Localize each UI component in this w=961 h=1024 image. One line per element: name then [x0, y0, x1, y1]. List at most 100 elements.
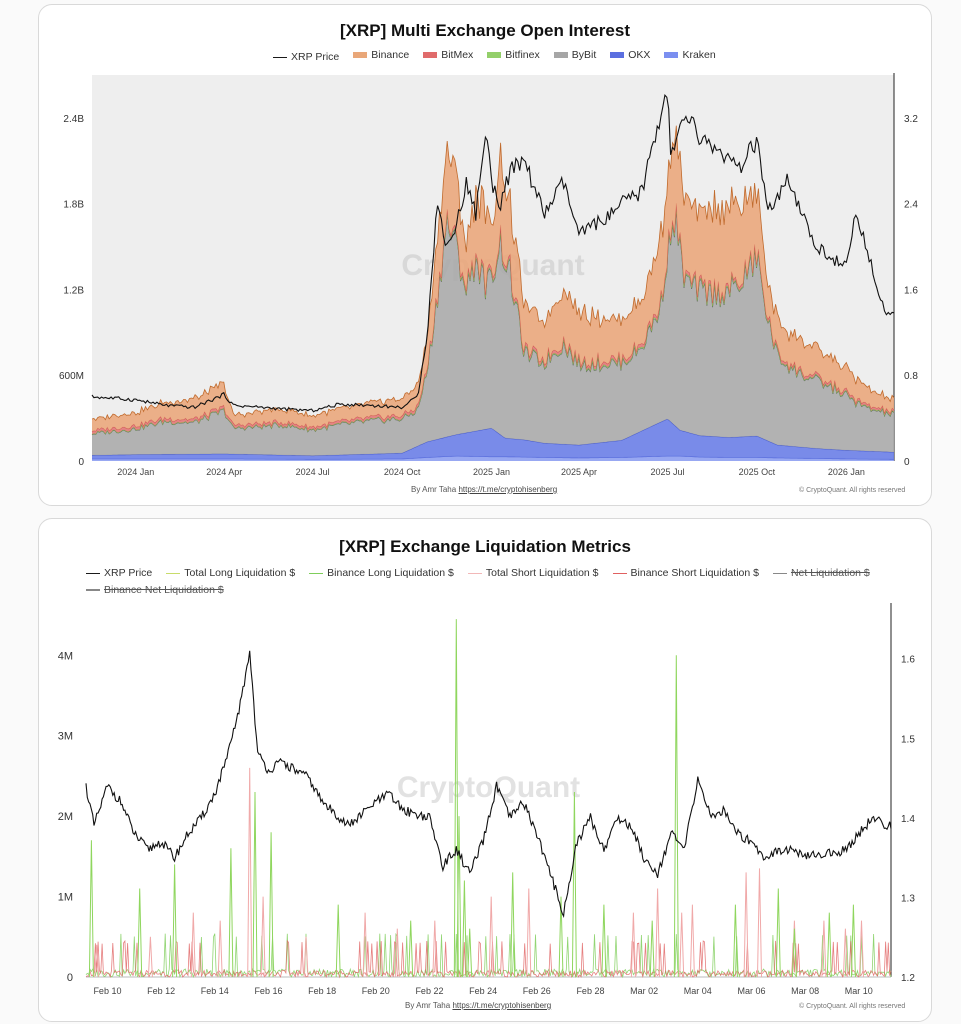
y-left-tick-label: 1.8B: [63, 200, 84, 211]
x-tick-label: 2025 Jan: [473, 467, 510, 477]
long-liquidation-spike: [673, 655, 679, 978]
chart-title: [XRP] Exchange Liquidation Metrics: [339, 537, 631, 556]
long-liquidation-spike: [510, 872, 516, 978]
x-tick-label: 2024 Jul: [296, 467, 330, 477]
legend-item[interactable]: OKX: [610, 49, 650, 61]
legend-item[interactable]: Net Liquidation $: [772, 566, 870, 581]
legend-label: Total Long Liquidation $: [184, 566, 296, 579]
credit-link[interactable]: https://t.me/cryptohisenberg: [458, 485, 558, 494]
y-right-tick-label: 1.3: [901, 893, 915, 904]
short-liquidation-spike: [842, 928, 848, 978]
y-right-tick-label: 2.4: [904, 200, 918, 211]
legend-item[interactable]: Binance: [353, 49, 409, 61]
open-interest-card: [XRP] Multi Exchange Open Interest XRP P…: [38, 4, 932, 506]
y-right-tick-label: 1.6: [901, 655, 915, 666]
x-tick-label: 2025 Apr: [561, 467, 597, 477]
short-liquidation-spike: [147, 936, 153, 978]
short-liquidation-spike: [689, 904, 695, 978]
short-liquidation-spike: [303, 936, 309, 978]
x-tick-label: Mar 04: [684, 986, 712, 996]
legend-swatch: [86, 589, 100, 591]
area-bybit: [92, 207, 894, 456]
legend-item[interactable]: XRP Price: [86, 566, 152, 581]
area-okx: [92, 419, 894, 460]
credit-link[interactable]: https://t.me/cryptohisenberg: [452, 1001, 552, 1010]
watermark: CryptoQuant: [397, 771, 580, 804]
short-liquidation-spike: [217, 920, 223, 978]
legend-item[interactable]: Kraken: [664, 49, 716, 61]
y-right-tick-label: 0.8: [904, 371, 918, 382]
short-liquidation-spike: [190, 912, 196, 978]
long-liquidation-spike: [850, 904, 856, 978]
legend-item[interactable]: Total Short Liquidation $: [467, 566, 599, 581]
y-left-tick-label: 1.2B: [63, 285, 84, 296]
x-tick-label: 2024 Oct: [384, 467, 421, 477]
short-liquidation-spike: [526, 888, 532, 978]
legend-label: Binance: [371, 49, 410, 61]
x-tick-label: Feb 20: [362, 986, 390, 996]
price-line: [91, 94, 895, 413]
long-liquidation-spike: [172, 864, 178, 978]
x-tick-label: Feb 26: [523, 986, 551, 996]
legend-swatch: [309, 572, 324, 574]
chart-legend: XRP Price Total Long Liquidation $ Binance…: [86, 564, 906, 598]
legend-item[interactable]: Binance Net Liquidation $: [86, 583, 224, 598]
credit-author: By Amr Taha: [411, 485, 457, 494]
long-liquidation-spike: [826, 912, 832, 978]
long-liquidation-spike: [335, 904, 341, 978]
credit-author: By Amr Taha: [405, 1001, 451, 1010]
legend-item[interactable]: XRP Price: [273, 51, 339, 63]
x-tick-label: 2025 Oct: [739, 467, 776, 477]
y-left-tick-label: 2.4B: [63, 114, 84, 125]
legend-item[interactable]: Binance Short Liquidation $: [612, 566, 759, 581]
legend-swatch: [353, 52, 368, 58]
short-liquidation-spike: [94, 944, 100, 978]
legend-label: Bitfinex: [505, 49, 540, 61]
short-liquidation-spike: [821, 920, 827, 978]
legend-item[interactable]: ByBit: [553, 49, 596, 61]
y-left-tick-label: 3M: [58, 731, 73, 743]
long-liquidation-spike: [601, 904, 607, 978]
legend-swatch: [487, 52, 502, 58]
long-liquidation-spike: [228, 848, 234, 978]
long-liquidation-spike: [453, 619, 459, 978]
y-left-tick-label: 0: [78, 457, 84, 468]
legend-swatch: [610, 52, 625, 58]
chart-credit: By Amr Taha https://t.me/cryptohisenberg: [411, 485, 557, 494]
y-right-tick-label: 1.6: [904, 285, 918, 296]
legend-swatch: [553, 52, 568, 58]
legend-item[interactable]: Bitfinex: [487, 49, 540, 61]
short-liquidation-spike: [432, 920, 438, 978]
x-tick-label: Feb 14: [201, 986, 229, 996]
area-binance: [92, 125, 894, 432]
long-liquidation-spike: [775, 888, 781, 978]
long-liquidation-spike: [88, 840, 94, 978]
x-tick-label: 2025 Jul: [650, 467, 684, 477]
short-liquidation-spike: [488, 896, 494, 978]
legend-label: OKX: [628, 49, 651, 61]
chart-legend: XRP Price Binance BitMex Bitfinex ByBit OKX Kr…: [273, 49, 730, 63]
y-left-tick-label: 0: [67, 972, 73, 984]
open-interest-chart: 0 600M 1.2B 1.8B 2.4B 0 0.8 1.6 2.4 3.2 2024 Jan 20…: [59, 73, 918, 477]
legend-swatch: [423, 52, 438, 58]
binance-long-liquidation-line: [85, 932, 892, 979]
legend-item[interactable]: Total Long Liquidation $: [166, 566, 295, 581]
x-tick-label: Feb 24: [469, 986, 497, 996]
long-liquidation-spike: [456, 816, 462, 978]
liquidation-chart: 0 1M 2M 3M 4M 1.2 1.3 1.4 1.5 1.6 Feb 10 Feb 12 Feb …: [58, 603, 915, 996]
legend-item[interactable]: Binance Long Liquidation $: [309, 566, 454, 581]
legend-swatch: [664, 52, 679, 58]
long-liquidation-spike: [649, 920, 655, 978]
chart-title: [XRP] Multi Exchange Open Interest: [340, 21, 630, 40]
legend-item[interactable]: BitMex: [423, 49, 473, 61]
short-liquidation-spike: [743, 872, 749, 978]
x-tick-label: Feb 22: [415, 986, 443, 996]
legend-swatch: [86, 572, 100, 574]
y-left-tick-label: 4M: [58, 650, 73, 662]
short-liquidation-spike: [394, 928, 400, 978]
legend-label: Binance Net Liquidation $: [104, 583, 224, 596]
short-liquidation-spike: [655, 888, 661, 978]
legend-swatch: [612, 572, 627, 574]
long-liquidation-spike: [461, 880, 467, 978]
short-liquidation-spike: [679, 912, 685, 978]
